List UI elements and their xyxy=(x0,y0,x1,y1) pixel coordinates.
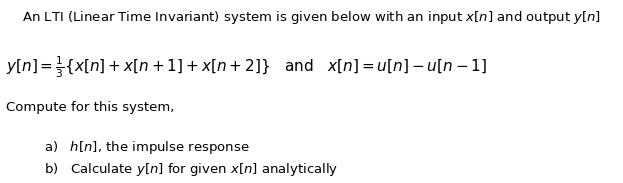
Text: Compute for this system,: Compute for this system, xyxy=(6,101,174,114)
Text: An LTI (Linear Time Invariant) system is given below with an input $x[n]$ and ou: An LTI (Linear Time Invariant) system is… xyxy=(22,9,601,26)
Text: $y[n] = \frac{1}{3}\{x[n] + x[n+1] + x[n+2]\}$   and   $x[n] = u[n] - u[n-1]$: $y[n] = \frac{1}{3}\{x[n] + x[n+1] + x[n… xyxy=(6,55,488,81)
Text: a)   $h[n]$, the impulse response: a) $h[n]$, the impulse response xyxy=(44,139,249,156)
Text: b)   Calculate $y[n]$ for given $x[n]$ analytically: b) Calculate $y[n]$ for given $x[n]$ ana… xyxy=(44,161,338,178)
